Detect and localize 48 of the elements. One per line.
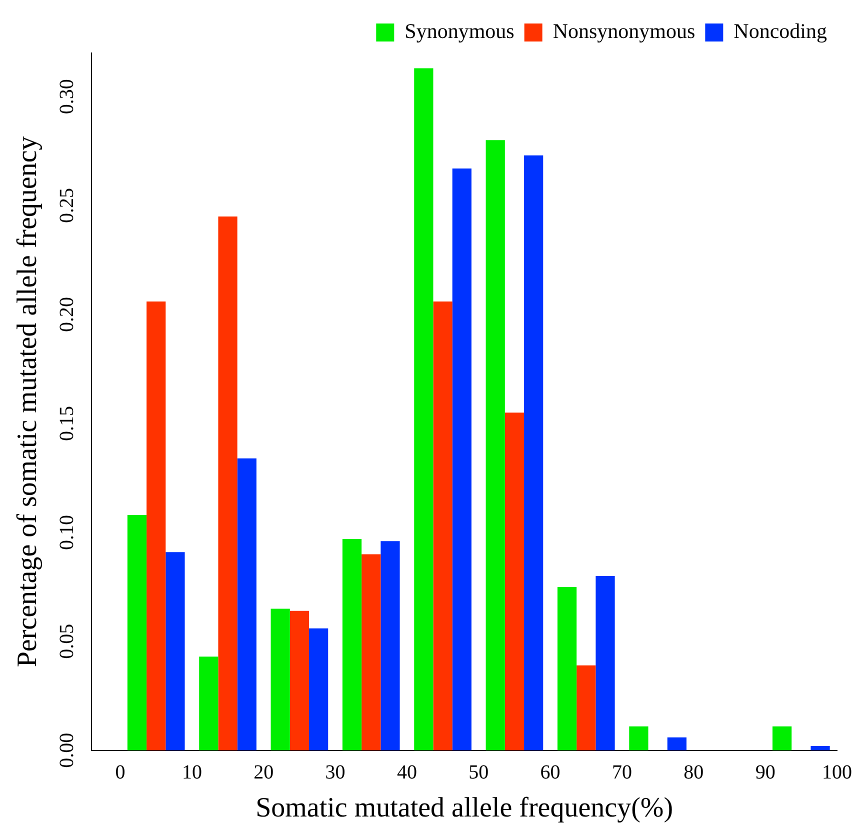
y-tick-label: 0.20	[56, 297, 78, 332]
bar	[199, 656, 218, 750]
bar	[772, 726, 792, 750]
bar	[452, 168, 472, 750]
legend-label: Nonsynonymous	[552, 19, 696, 44]
x-tick-label: 60	[540, 762, 560, 784]
x-tick-label: 50	[468, 762, 489, 784]
y-tick-label: 0.00	[56, 732, 78, 768]
bar	[596, 576, 615, 750]
bar	[629, 726, 648, 750]
bar	[557, 586, 577, 750]
bar	[146, 301, 166, 750]
x-tick-label: 80	[684, 762, 704, 784]
y-tick-label: 0.15	[56, 406, 78, 441]
x-tick-label: 90	[755, 762, 776, 784]
bar	[237, 458, 256, 750]
bar	[309, 628, 328, 750]
x-tick-label: 70	[612, 762, 632, 784]
bar	[486, 140, 505, 750]
x-tick-label: 100	[822, 762, 852, 784]
bar	[524, 155, 544, 750]
x-tick-label: 20	[254, 762, 274, 784]
y-tick-label: 0.05	[56, 624, 78, 659]
x-tick-label: 40	[396, 762, 417, 784]
x-tick-label: 0	[115, 762, 126, 784]
bar	[433, 301, 452, 750]
y-tick-label: 0.30	[56, 79, 78, 114]
bar	[667, 737, 686, 750]
x-tick-label: 30	[325, 762, 346, 784]
bar	[362, 554, 381, 750]
y-tick-label: 0.25	[56, 188, 78, 224]
legend-label: Noncoding	[734, 19, 828, 44]
x-tick-label: 10	[182, 762, 202, 784]
bar	[414, 68, 434, 750]
bar	[127, 515, 147, 750]
legend-label: Synonymous	[404, 19, 514, 44]
bar	[380, 541, 400, 750]
bar	[504, 412, 524, 750]
bar	[166, 552, 185, 750]
bar	[290, 610, 310, 750]
bar	[270, 608, 290, 750]
x-axis-title: Somatic mutated allele frequency(%)	[256, 792, 674, 824]
y-axis-title: Percentage of somatic mutated allele frequency	[12, 136, 44, 668]
bar	[576, 665, 596, 750]
bar	[810, 746, 830, 750]
bar	[218, 216, 238, 750]
y-tick-label: 0.10	[56, 514, 78, 550]
bar	[342, 539, 362, 750]
